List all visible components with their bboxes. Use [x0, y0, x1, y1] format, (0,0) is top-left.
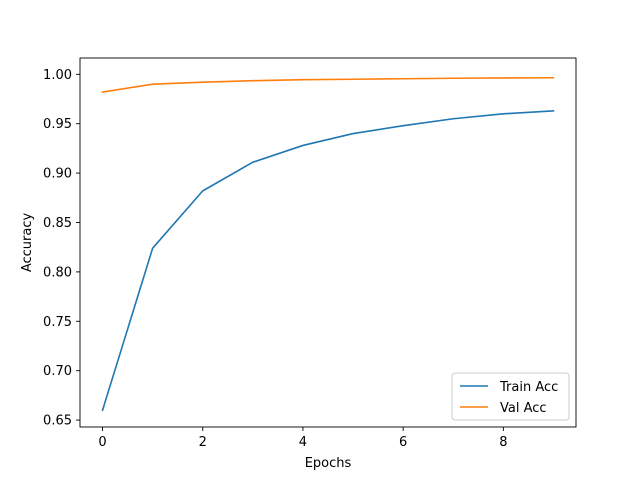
series-line-train-acc — [101, 110, 555, 412]
legend-label-val: Val Acc — [500, 401, 547, 416]
y-tick-label-3: 0.80 — [43, 265, 72, 280]
y-tick-label-7: 1.00 — [43, 68, 72, 83]
legend-label-train: Train Acc — [499, 380, 558, 395]
y-tick-label-2: 0.75 — [43, 315, 72, 330]
y-tick-label-1: 0.70 — [43, 364, 72, 379]
y-tick-label-6: 0.95 — [43, 117, 72, 132]
x-tick-label-4: 8 — [499, 435, 507, 450]
x-tick-label-0: 0 — [98, 435, 106, 450]
x-tick-label-1: 2 — [199, 435, 207, 450]
y-tick-label-4: 0.85 — [43, 216, 72, 231]
y-axis-label: Accuracy — [20, 213, 35, 273]
legend-box — [451, 372, 570, 421]
y-tick-label-0: 0.65 — [43, 414, 72, 429]
series-line-val-acc — [101, 76, 555, 93]
x-tick-label-3: 6 — [399, 435, 407, 450]
y-tick-label-5: 0.90 — [43, 167, 72, 182]
lines-layer — [101, 76, 555, 412]
ticks-layer: 0 2 4 6 8 0.65 0.70 0.75 0.80 0.85 0.90 0.95 1.00 — [43, 68, 507, 450]
x-tick-label-2: 4 — [299, 435, 307, 450]
x-axis-label: Epochs — [305, 456, 352, 471]
legend: Train Acc Val Acc — [451, 372, 570, 421]
plot-frame — [79, 57, 577, 428]
